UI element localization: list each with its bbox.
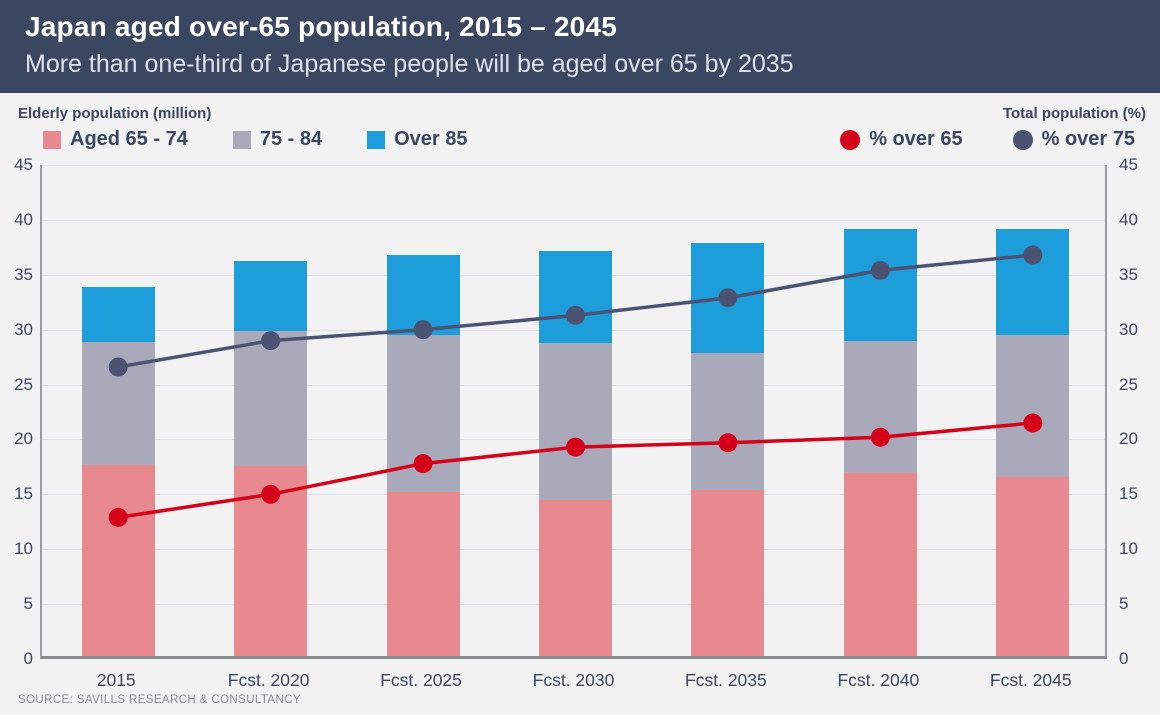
legend-item-aged-65-74: Aged 65 - 74 <box>43 128 188 151</box>
y-tick-left-40: 40 <box>14 209 33 229</box>
line-legend: % over 65 % over 75 <box>840 128 1135 151</box>
legend-item-over-85: Over 85 <box>367 128 467 151</box>
header: Japan aged over-65 population, 2015 – 20… <box>0 0 1160 93</box>
stacked-bar-fcst-2030 <box>539 162 612 656</box>
y-tick-left-20: 20 <box>14 429 33 449</box>
y-tick-right-30: 30 <box>1119 319 1138 339</box>
y-tick-left-5: 5 <box>23 594 33 614</box>
legend-item-pct-over-65: % over 65 <box>840 128 963 151</box>
bar-segment-aged-65-74 <box>843 472 917 656</box>
chart-plot-area <box>40 165 1107 659</box>
y-tick-right-40: 40 <box>1119 209 1138 229</box>
data-point-pct-over-65-fcst-2020 <box>261 484 281 504</box>
page-subtitle: More than one-third of Japanese people w… <box>25 50 794 78</box>
y-tick-right-20: 20 <box>1119 429 1138 449</box>
data-point-pct-over-65-fcst-2030 <box>566 437 585 457</box>
bar-segment-over-85 <box>539 250 612 344</box>
legend-swatch-icon <box>232 130 251 149</box>
legend-label: 75 - 84 <box>259 128 323 150</box>
gridline-40 <box>42 219 1105 221</box>
legend-swatch-icon <box>367 130 386 149</box>
x-axis-label-fcst-2040: Fcst. 2040 <box>837 670 920 690</box>
bar-segment-75-84 <box>691 353 765 491</box>
bar-segment-75-84 <box>539 343 612 501</box>
bar-segment-aged-65-74 <box>81 465 155 656</box>
bar-segment-aged-65-74 <box>996 477 1070 656</box>
y-tick-left-30: 30 <box>14 319 33 339</box>
stacked-bar-fcst-2035 <box>691 162 765 656</box>
y-tick-right-10: 10 <box>1119 539 1138 559</box>
bar-legend: Aged 65 - 74 75 - 84 Over 85 <box>43 128 467 151</box>
data-point-pct-over-75-fcst-2020 <box>261 331 281 351</box>
data-point-pct-over-75-2015 <box>108 357 128 377</box>
y-tick-left-10: 10 <box>14 539 33 559</box>
y-tick-right-15: 15 <box>1119 484 1138 504</box>
bar-segment-over-85 <box>81 287 155 343</box>
bar-segment-75-84 <box>234 331 308 467</box>
bar-segment-aged-65-74 <box>539 500 612 656</box>
y-tick-left-0: 0 <box>23 649 33 668</box>
y-tick-left-15: 15 <box>14 484 33 504</box>
data-point-pct-over-75-fcst-2040 <box>870 260 890 280</box>
lines-overlay <box>108 245 1043 527</box>
data-point-pct-over-65-fcst-2025 <box>413 454 433 474</box>
data-point-pct-over-75-fcst-2030 <box>566 305 585 325</box>
legend-label: % over 75 <box>1041 128 1135 150</box>
x-axis-label-fcst-2025: Fcst. 2025 <box>380 670 462 690</box>
source-text: SOURCE: SAVILLS RESEARCH & CONSULTANCY <box>18 694 301 706</box>
legend-label: Aged 65 - 74 <box>70 128 188 150</box>
bar-segment-over-85 <box>234 260 308 332</box>
x-axis-label-2015: 2015 <box>96 670 136 690</box>
stacked-bar-2015 <box>81 162 155 656</box>
data-point-pct-over-75-fcst-2035 <box>718 288 738 308</box>
y-tick-left-45: 45 <box>14 155 33 174</box>
y-tick-right-45: 45 <box>1119 155 1138 174</box>
x-axis-label-fcst-2030: Fcst. 2030 <box>532 670 615 690</box>
right-axis-title: Total population (%) <box>1002 105 1146 122</box>
legend-label: % over 65 <box>869 128 963 150</box>
data-point-pct-over-65-2015 <box>108 507 128 527</box>
page-title: Japan aged over-65 population, 2015 – 20… <box>25 11 617 42</box>
legend-item-pct-over-75: % over 75 <box>1012 128 1135 151</box>
x-axis-label-fcst-2020: Fcst. 2020 <box>227 670 310 690</box>
gridline-45 <box>42 165 1105 166</box>
data-point-pct-over-65-fcst-2035 <box>718 433 738 453</box>
legend-item-75-84: 75 - 84 <box>232 128 323 151</box>
y-tick-right-35: 35 <box>1119 264 1138 284</box>
legend-label: Over 85 <box>394 128 468 150</box>
legend-dot-icon <box>1012 129 1033 150</box>
line-pct-over-65 <box>116 421 1035 520</box>
y-tick-left-25: 25 <box>14 374 33 394</box>
left-axis-title: Elderly population (million) <box>18 105 212 122</box>
legend-swatch-icon <box>43 130 61 149</box>
legend-dot-icon <box>840 129 861 150</box>
bar-segment-aged-65-74 <box>386 492 460 656</box>
bar-segment-75-84 <box>843 340 917 473</box>
stacked-bar-fcst-2040 <box>843 162 917 656</box>
data-point-pct-over-75-fcst-2045 <box>1023 245 1043 265</box>
data-point-pct-over-65-fcst-2045 <box>1023 413 1043 433</box>
data-point-pct-over-65-fcst-2040 <box>870 427 890 447</box>
y-tick-right-0: 0 <box>1119 649 1129 668</box>
bar-segment-aged-65-74 <box>691 490 765 656</box>
y-tick-right-5: 5 <box>1119 594 1129 614</box>
bar-segment-75-84 <box>996 335 1070 478</box>
x-axis-label-fcst-2045: Fcst. 2045 <box>989 670 1072 690</box>
y-tick-right-25: 25 <box>1119 374 1138 394</box>
y-tick-left-35: 35 <box>14 264 33 284</box>
data-point-pct-over-75-fcst-2025 <box>413 320 433 340</box>
bar-segment-over-85 <box>843 228 917 341</box>
x-axis-label-fcst-2035: Fcst. 2035 <box>685 670 767 690</box>
